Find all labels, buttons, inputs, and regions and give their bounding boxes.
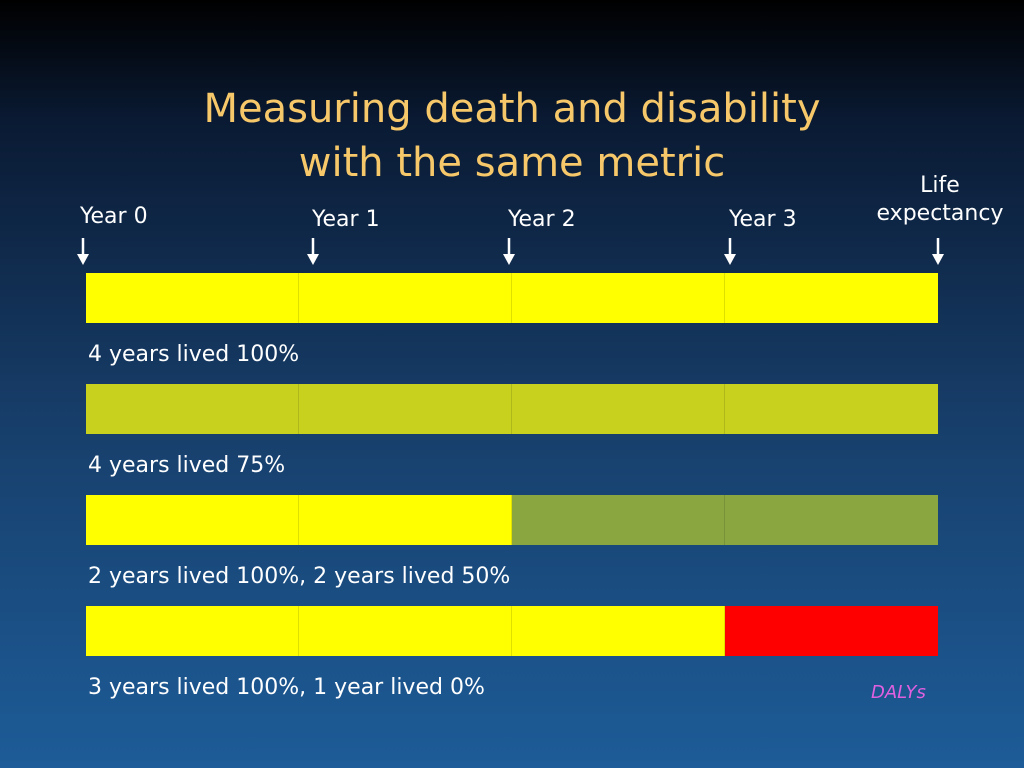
bar-segment: [299, 606, 512, 656]
down-arrow-icon: [503, 238, 515, 265]
bar-segment: [512, 495, 725, 545]
down-arrow-icon: [307, 238, 319, 265]
bar-caption-row-4: 3 years lived 100%, 1 year lived 0%: [88, 675, 485, 700]
life-expectancy-line-2: expectancy: [876, 201, 1004, 226]
bar-segment: [86, 384, 299, 434]
marker-label-year-3: Year 3: [729, 207, 797, 232]
down-arrow-icon: [932, 238, 944, 265]
marker-label-year-1: Year 1: [312, 207, 380, 232]
bar-segment: [86, 495, 299, 545]
slide-title: Measuring death and disability with the …: [0, 82, 1024, 190]
bar-segment: [512, 384, 725, 434]
bar-segment: [512, 273, 725, 323]
bar-segment: [299, 273, 512, 323]
health-bar-row-3: [86, 495, 938, 545]
health-bar-row-4: [86, 606, 938, 656]
dalys-label: DALYs: [871, 682, 926, 703]
life-expectancy-line-1: Life: [920, 173, 960, 198]
bar-segment: [725, 384, 938, 434]
slide-title-line-2: with the same metric: [298, 140, 726, 186]
bar-segment: [725, 495, 938, 545]
bar-caption-row-2: 4 years lived 75%: [88, 453, 286, 478]
health-bar-row-2: [86, 384, 938, 434]
health-bar-row-1: [86, 273, 938, 323]
bar-caption-row-3: 2 years lived 100%, 2 years lived 50%: [88, 564, 511, 589]
marker-label-year-0: Year 0: [80, 204, 148, 229]
bar-segment: [725, 273, 938, 323]
bar-segment: [86, 606, 299, 656]
down-arrow-icon: [724, 238, 736, 265]
bar-segment: [512, 606, 725, 656]
slide-title-line-1: Measuring death and disability: [203, 86, 821, 132]
bar-segment: [86, 273, 299, 323]
marker-label-year-2: Year 2: [508, 207, 576, 232]
bar-segment: [299, 384, 512, 434]
marker-label-life-expectancy: Life expectancy: [877, 172, 1004, 228]
bar-segment: [725, 606, 938, 656]
bar-caption-row-1: 4 years lived 100%: [88, 342, 300, 367]
down-arrow-icon: [77, 238, 89, 265]
bar-segment: [299, 495, 512, 545]
